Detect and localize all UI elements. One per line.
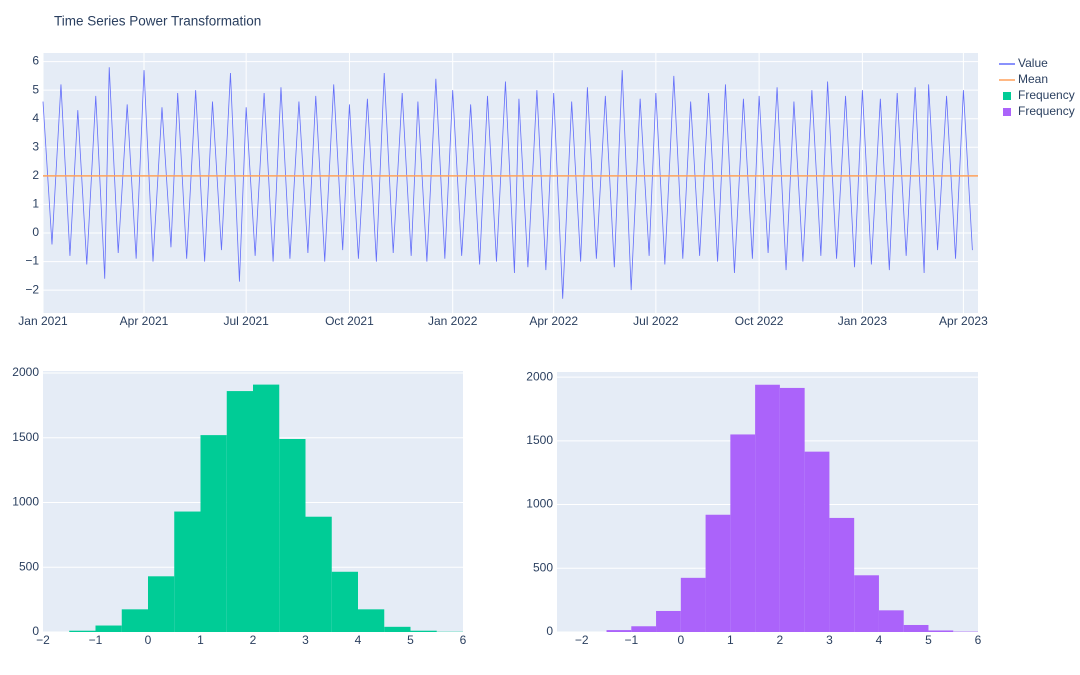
chart-title: Time Series Power Transformation: [54, 14, 261, 29]
x-tick-label: Jul 2022: [633, 314, 679, 328]
legend-swatch: [1003, 108, 1011, 116]
y-tick-label: 1500: [526, 433, 553, 447]
histogram-bar: [755, 384, 780, 632]
histogram-bar: [95, 625, 122, 632]
histogram-bar: [928, 630, 954, 632]
y-tick-label: 1: [32, 197, 39, 211]
y-tick-label: 3: [32, 139, 39, 153]
legend-label: Frequency: [1018, 88, 1075, 102]
histogram-bar: [903, 624, 929, 632]
y-tick-label: 0: [546, 624, 553, 638]
x-tick-label: Jan 2023: [838, 314, 888, 328]
x-tick-label: 3: [302, 633, 309, 647]
x-tick-label: 1: [197, 633, 204, 647]
legend-label: Mean: [1018, 72, 1048, 86]
histogram-bar: [384, 626, 411, 632]
x-tick-label: −1: [624, 633, 638, 647]
x-tick-label: −1: [89, 633, 103, 647]
y-tick-label: 2000: [526, 369, 553, 383]
histogram-bar: [253, 384, 280, 632]
x-tick-label: Apr 2021: [120, 314, 169, 328]
histogram-bar: [358, 609, 385, 632]
x-tick-label: Apr 2022: [529, 314, 578, 328]
y-tick-label: −1: [25, 254, 39, 268]
x-tick-label: 5: [407, 633, 414, 647]
histogram-bar: [631, 626, 657, 632]
y-tick-label: 6: [32, 54, 39, 68]
histogram-bar: [878, 610, 904, 632]
legend-label: Frequency: [1018, 104, 1075, 118]
x-tick-label: Oct 2021: [325, 314, 374, 328]
histogram-bar: [829, 517, 855, 632]
histogram-bar: [804, 451, 830, 632]
x-tick-label: −2: [575, 633, 589, 647]
histogram-bar: [200, 435, 227, 632]
x-tick-label: 4: [355, 633, 362, 647]
y-tick-label: 1000: [526, 497, 553, 511]
y-tick-label: 2000: [12, 365, 39, 379]
series-line: [42, 67, 973, 299]
histogram-bar: [656, 610, 681, 632]
x-tick-label: Jan 2021: [18, 314, 68, 328]
histogram-bar: [279, 439, 306, 632]
histogram-bar: [680, 577, 706, 632]
x-tick-label: 6: [975, 633, 982, 647]
x-tick-label: −2: [36, 633, 50, 647]
x-tick-label: 0: [677, 633, 684, 647]
histogram-bar: [606, 630, 632, 632]
histogram-bar: [779, 387, 805, 632]
y-tick-label: 2: [32, 168, 39, 182]
y-tick-label: 500: [19, 559, 39, 573]
x-tick-label: 1: [727, 633, 734, 647]
x-tick-label: Oct 2022: [735, 314, 784, 328]
x-tick-label: 0: [145, 633, 152, 647]
histogram-bar: [410, 630, 437, 632]
x-tick-label: Jan 2022: [428, 314, 478, 328]
legend-label: Value: [1018, 56, 1048, 70]
legend-swatch: [1003, 92, 1011, 100]
histogram-bar: [331, 571, 358, 632]
histogram-bar: [148, 576, 175, 632]
x-tick-label: 5: [925, 633, 932, 647]
x-tick-label: 2: [250, 633, 257, 647]
y-tick-label: 4: [32, 111, 39, 125]
histogram-bar: [226, 391, 253, 632]
histogram-bar: [854, 575, 879, 632]
x-tick-label: Jul 2021: [223, 314, 269, 328]
x-tick-label: 6: [460, 633, 467, 647]
histogram-bar: [305, 516, 332, 632]
x-tick-label: 3: [826, 633, 833, 647]
y-tick-label: 1500: [12, 430, 39, 444]
y-tick-label: 0: [32, 624, 39, 638]
histogram-bar: [730, 434, 756, 632]
histogram-bar: [121, 609, 148, 632]
histogram-bar: [174, 511, 201, 632]
x-tick-label: 2: [777, 633, 784, 647]
histogram-bar: [705, 514, 731, 632]
y-tick-label: 5: [32, 82, 39, 96]
x-tick-label: Apr 2023: [939, 314, 988, 328]
y-tick-label: 500: [533, 560, 553, 574]
x-tick-label: 4: [876, 633, 883, 647]
histogram-bar: [69, 630, 96, 632]
y-tick-label: −2: [25, 282, 39, 296]
y-tick-label: 1000: [12, 495, 39, 509]
y-tick-label: 0: [32, 225, 39, 239]
